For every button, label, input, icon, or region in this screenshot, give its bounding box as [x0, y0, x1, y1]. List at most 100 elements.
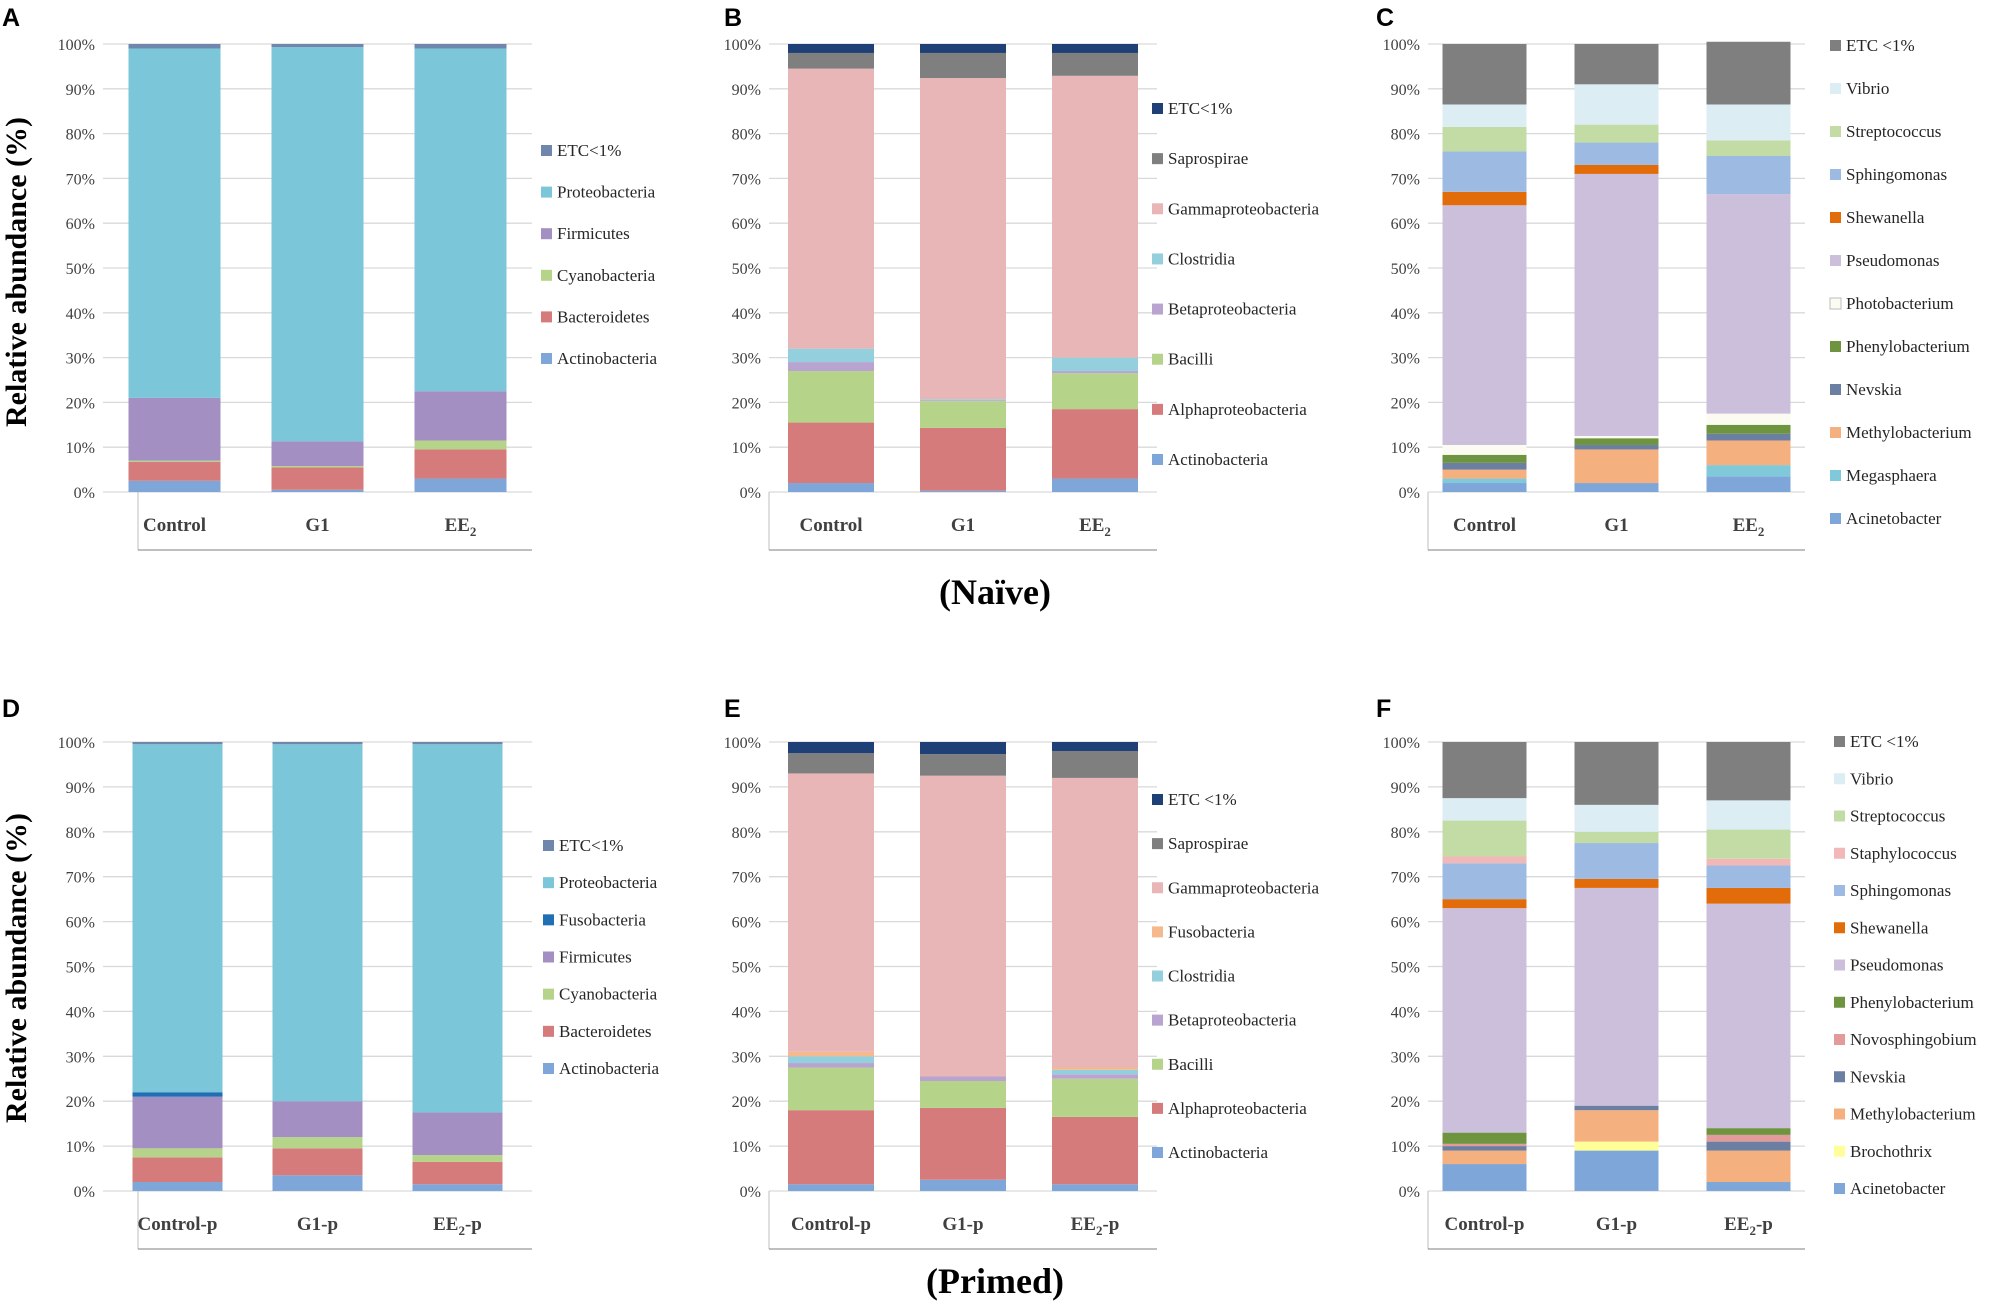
legend-label: Firmicutes [559, 948, 632, 967]
bar-segment [132, 1157, 223, 1183]
bar-segment [1706, 41, 1791, 105]
group-label-naive: (Naïve) [939, 572, 1051, 612]
bar-segment [1574, 438, 1659, 445]
legend-swatch [543, 951, 554, 963]
bar-segment [1574, 1150, 1659, 1191]
legend-label: Vibrio [1846, 79, 1889, 98]
bar-segment [271, 44, 364, 48]
y-tick-label: 50% [66, 261, 95, 278]
y-tick-label: 0% [740, 485, 761, 502]
bar-segment [1574, 804, 1659, 832]
legend-swatch [1152, 353, 1163, 365]
bar-segment [128, 48, 221, 398]
bar-segment [920, 78, 1006, 400]
legend-label: Alphaproteobacteria [1168, 400, 1307, 419]
legend-swatch [1152, 794, 1163, 805]
category-label: Control [800, 515, 863, 536]
category-label: G1 [951, 515, 975, 536]
legend-swatch [1834, 959, 1845, 971]
bar-segment [272, 1148, 363, 1176]
bar-segment [920, 1179, 1006, 1191]
legend-label: Shewanella [1850, 918, 1929, 937]
bar-segment [272, 1175, 363, 1191]
legend-label: Pseudomonas [1850, 956, 1944, 975]
legend-swatch [541, 145, 552, 156]
bar-segment [414, 440, 507, 450]
legend-label: Bacilli [1168, 1055, 1214, 1074]
bar-segment [920, 401, 1006, 428]
category-label: EE2 [1079, 515, 1111, 539]
category-label: Control-p [1445, 1214, 1525, 1235]
bar-segment [1706, 865, 1791, 888]
y-tick-label: 90% [732, 780, 761, 797]
y-tick-label: 10% [1391, 1139, 1420, 1156]
legend-swatch [541, 228, 552, 240]
bar-segment [1442, 483, 1527, 492]
legend-swatch [543, 877, 554, 889]
bar-segment [1442, 798, 1527, 821]
category-label: G1 [1604, 515, 1628, 536]
legend-swatch [1834, 810, 1845, 822]
y-tick-label: 70% [732, 171, 761, 188]
y-tick-label: 50% [732, 960, 761, 977]
bar-segment [1574, 444, 1659, 450]
bar-segment [1442, 44, 1527, 105]
bar-segment [1052, 1116, 1138, 1185]
bar-segment [132, 1092, 223, 1097]
y-tick-label: 60% [66, 915, 95, 932]
bar-segment [788, 773, 874, 1052]
y-tick-label: 100% [1383, 37, 1420, 54]
bar-segment [412, 1184, 503, 1191]
legend-swatch [543, 1063, 554, 1074]
bar-segment [1052, 1078, 1138, 1117]
bar-segment [412, 1112, 503, 1156]
y-tick-label: 40% [66, 306, 95, 323]
legend-swatch [1830, 126, 1841, 137]
bar-segment [1442, 126, 1527, 152]
y-tick-label: 80% [1391, 127, 1420, 144]
bar-segment [788, 362, 874, 372]
y-tick-label: 30% [732, 1049, 761, 1066]
y-tick-label: 20% [66, 395, 95, 412]
legend-label: Bacilli [1168, 350, 1214, 369]
y-axis-title-primed: Relative abundance (%) [0, 813, 33, 1123]
bar-segment [1574, 449, 1659, 484]
legend-swatch [1834, 1145, 1845, 1157]
bar-segment [920, 754, 1006, 776]
bar-segment [412, 744, 503, 1113]
bar-segment [1706, 156, 1791, 195]
legend-label: Methylobacterium [1850, 1105, 1976, 1124]
bar-segment [412, 742, 503, 745]
bar-segment [788, 68, 874, 349]
legend-label: Pseudomonas [1846, 251, 1940, 270]
y-tick-label: 10% [732, 440, 761, 457]
legend-label: Vibrio [1850, 769, 1893, 788]
bar-segment [1574, 142, 1659, 165]
bar-segment [1052, 1184, 1138, 1191]
y-tick-label: 50% [1391, 960, 1420, 977]
bar-segment [920, 400, 1006, 402]
bar-segment [1442, 191, 1527, 206]
bar-segment [1052, 750, 1138, 778]
legend-swatch [1152, 1014, 1163, 1026]
y-tick-label: 70% [732, 870, 761, 887]
bar-segment [272, 742, 363, 745]
y-axis-title-naive: Relative abundance (%) [0, 117, 33, 427]
legend-swatch [1152, 1102, 1163, 1114]
legend-swatch [543, 1025, 554, 1037]
legend-swatch [1152, 403, 1163, 415]
legend-label: Saprospirae [1168, 834, 1248, 853]
legend-swatch [1834, 1071, 1845, 1083]
y-tick-label: 20% [732, 1094, 761, 1111]
y-tick-label: 20% [1391, 395, 1420, 412]
category-label: Control-p [138, 1214, 218, 1235]
bar-segment [920, 1080, 1006, 1108]
legend-label: ETC <1% [1168, 790, 1237, 809]
y-tick-label: 40% [732, 306, 761, 323]
y-tick-label: 100% [1383, 735, 1420, 752]
bar-segment [271, 467, 364, 490]
legend-swatch [1152, 203, 1163, 215]
bar-segment [1574, 1110, 1659, 1142]
bar-segment [1442, 205, 1527, 445]
